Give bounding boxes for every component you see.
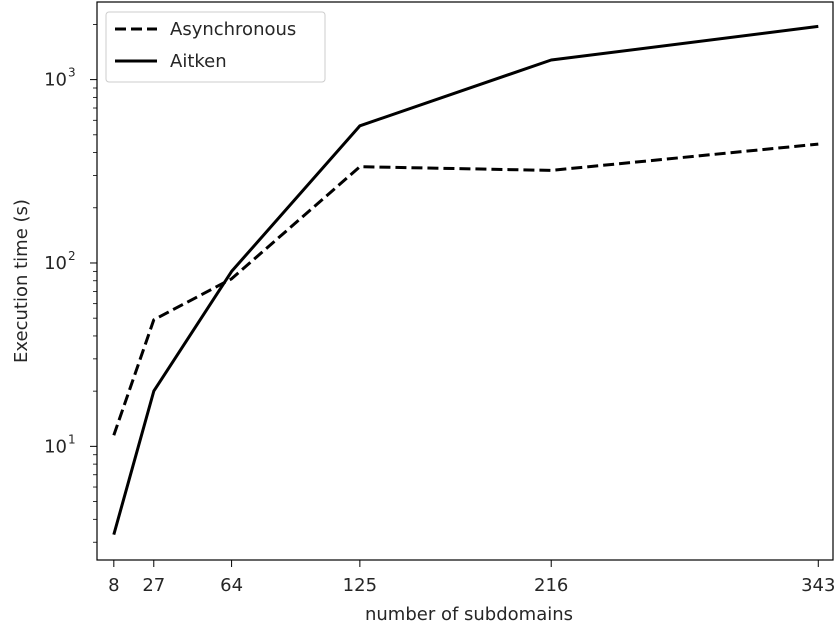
legend: Asynchronous Aitken — [105, 11, 326, 83]
legend-label-aitken: Aitken — [170, 51, 227, 72]
legend-label-asynchronous: Asynchronous — [170, 19, 296, 40]
x-tick-label: 343 — [801, 575, 835, 596]
series-layer — [112, 24, 819, 536]
y-tick-exponent: 3 — [68, 66, 76, 80]
y-axis-label: Execution time (s) — [11, 199, 32, 363]
y-tick-label: 10 — [44, 70, 67, 91]
y-tick-exponent: 1 — [68, 432, 76, 446]
series-line-asynchronous — [112, 142, 819, 436]
x-axis: 8 27 64 125 216 343 — [108, 560, 835, 596]
series-line-aitken — [112, 24, 819, 536]
y-tick-exponent: 2 — [68, 249, 76, 263]
x-tick-label: 64 — [220, 575, 243, 596]
x-axis-label: number of subdomains — [365, 604, 573, 625]
x-tick-label: 8 — [108, 575, 119, 596]
x-tick-label: 125 — [343, 575, 377, 596]
y-tick-label: 10 — [44, 253, 67, 274]
x-tick-label: 216 — [534, 575, 568, 596]
legend-frame — [105, 11, 326, 83]
x-tick-label: 27 — [142, 575, 165, 596]
plot-area — [96, 1, 834, 561]
y-tick-label: 10 — [44, 436, 67, 457]
